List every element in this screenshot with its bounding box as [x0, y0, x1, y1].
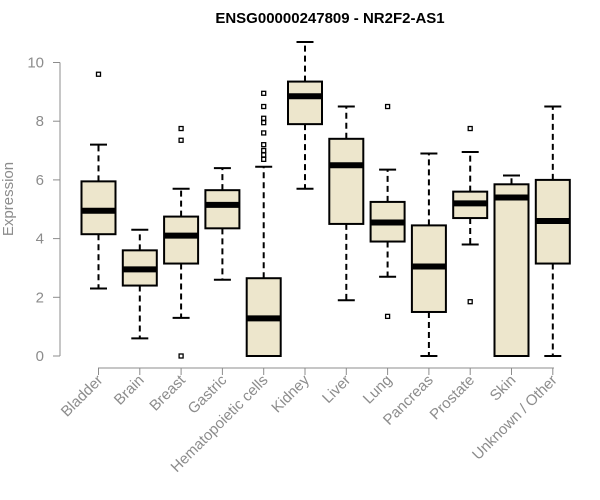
- outlier-point: [95, 71, 102, 77]
- outlier-point: [384, 103, 391, 110]
- y-tick-label: 8: [36, 113, 44, 130]
- outlier-point: [261, 156, 267, 163]
- box-group: [452, 125, 489, 305]
- x-tick-label: Lung: [360, 372, 396, 408]
- x-tick-label: Liver: [319, 372, 354, 407]
- box-group: [410, 152, 447, 357]
- box-group: [287, 40, 323, 190]
- box-group: [328, 105, 365, 302]
- y-axis-ticks: 0 2 4 6 8 10: [27, 55, 60, 365]
- outlier-point: [261, 90, 267, 96]
- box-iqr: [493, 183, 530, 357]
- outlier-point: [261, 103, 267, 110]
- outlier-point: [261, 115, 267, 121]
- outlier-point: [467, 125, 473, 132]
- outlier-point: [178, 137, 184, 143]
- y-axis-label: Expression: [0, 162, 17, 236]
- x-tick-label: Breast: [146, 371, 189, 414]
- box-group: [204, 167, 241, 281]
- y-tick-label: 4: [36, 231, 44, 248]
- box-group: [163, 125, 200, 359]
- outlier-point: [178, 125, 184, 132]
- box-group: [121, 228, 158, 340]
- y-tick-label: 2: [36, 289, 44, 306]
- x-tick-label: Kidney: [268, 371, 313, 416]
- box-group: [80, 71, 117, 290]
- chart-title: ENSG00000247809 - NR2F2-AS1: [215, 10, 444, 27]
- box-group: [245, 90, 282, 357]
- y-tick-label: 0: [36, 348, 44, 365]
- box-series: [80, 40, 571, 359]
- x-tick-label: Brain: [111, 372, 148, 409]
- outlier-point: [178, 353, 184, 359]
- box-iqr: [204, 189, 241, 230]
- box-iqr: [328, 137, 365, 225]
- x-tick-label: Skin: [487, 372, 520, 405]
- x-tick-label: Prostate: [426, 372, 478, 424]
- outlier-point: [261, 130, 267, 136]
- outlier-point: [261, 152, 267, 158]
- x-tick-label: Bladder: [58, 372, 107, 421]
- box-iqr: [287, 80, 323, 126]
- outlier-point: [467, 299, 473, 305]
- y-tick-label: 10: [27, 55, 44, 72]
- outlier-point: [261, 120, 267, 126]
- box-group: [369, 103, 406, 320]
- box-group: [534, 105, 571, 357]
- y-tick-label: 6: [36, 172, 44, 189]
- outlier-point: [261, 142, 267, 148]
- outlier-point: [261, 147, 267, 154]
- outlier-point: [384, 313, 391, 320]
- box-group: [493, 174, 530, 357]
- box-iqr: [163, 215, 200, 265]
